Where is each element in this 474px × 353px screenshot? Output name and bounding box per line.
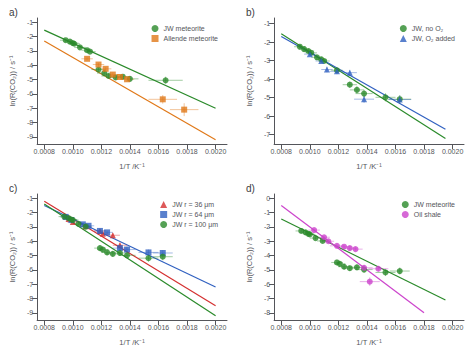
svg-text:-1: -1	[27, 195, 33, 202]
svg-text:-8: -8	[27, 295, 33, 302]
svg-text:-5: -5	[27, 76, 33, 83]
svg-text:d): d)	[246, 183, 255, 194]
svg-text:1/T /K⁻¹: 1/T /K⁻¹	[119, 338, 145, 347]
svg-text:0.0012: 0.0012	[91, 324, 113, 331]
svg-text:0.0016: 0.0016	[148, 324, 170, 331]
svg-text:0.0010: 0.0010	[62, 148, 84, 155]
svg-text:-1: -1	[27, 19, 33, 26]
svg-text:0.0018: 0.0018	[413, 324, 435, 331]
svg-text:0.0016: 0.0016	[385, 148, 407, 155]
svg-text:0.0014: 0.0014	[356, 148, 378, 155]
svg-text:0.0016: 0.0016	[385, 324, 407, 331]
svg-text:-4: -4	[27, 238, 33, 245]
svg-text:0.0008: 0.0008	[34, 148, 56, 155]
svg-text:JW meteorite: JW meteorite	[414, 201, 455, 208]
svg-text:0.0014: 0.0014	[119, 148, 141, 155]
svg-text:-4: -4	[264, 76, 270, 83]
svg-text:0.0020: 0.0020	[205, 324, 227, 331]
svg-text:-3: -3	[264, 238, 270, 245]
svg-text:ln(R(CO₂)) / s⁻¹: ln(R(CO₂)) / s⁻¹	[245, 231, 254, 282]
svg-text:ln(R(CO₂)) / s⁻¹: ln(R(CO₂)) / s⁻¹	[8, 55, 17, 106]
svg-text:-3: -3	[27, 47, 33, 54]
svg-text:0.0008: 0.0008	[271, 324, 293, 331]
svg-text:-6: -6	[27, 90, 33, 97]
svg-text:-7: -7	[27, 281, 33, 288]
svg-text:0.0018: 0.0018	[413, 148, 435, 155]
svg-text:0.0014: 0.0014	[119, 324, 141, 331]
svg-text:-1: -1	[264, 209, 270, 216]
svg-text:ln(R(CO₂)) / s⁻¹: ln(R(CO₂)) / s⁻¹	[245, 55, 254, 106]
svg-text:0.0010: 0.0010	[62, 324, 84, 331]
svg-text:-2: -2	[264, 223, 270, 230]
svg-text:c): c)	[9, 183, 17, 194]
svg-text:0.0010: 0.0010	[299, 148, 321, 155]
svg-text:0.0008: 0.0008	[34, 324, 56, 331]
svg-text:-8: -8	[27, 119, 33, 126]
svg-text:-2: -2	[264, 39, 270, 46]
svg-text:0.0020: 0.0020	[442, 324, 464, 331]
svg-text:b): b)	[246, 7, 255, 18]
svg-text:1/T /K⁻¹: 1/T /K⁻¹	[356, 338, 382, 347]
svg-text:0.0020: 0.0020	[442, 148, 464, 155]
svg-text:1/T /K⁻¹: 1/T /K⁻¹	[356, 162, 382, 171]
svg-text:0: 0	[266, 195, 270, 202]
svg-text:-3: -3	[27, 223, 33, 230]
svg-text:-5: -5	[264, 94, 270, 101]
svg-text:-7: -7	[27, 105, 33, 112]
svg-text:-6: -6	[264, 113, 270, 120]
svg-text:-2: -2	[27, 209, 33, 216]
svg-text:1/T /K⁻¹: 1/T /K⁻¹	[119, 162, 145, 171]
svg-text:JW r = 36 μm: JW r = 36 μm	[172, 201, 214, 209]
svg-text:Allende meteorite: Allende meteorite	[164, 35, 219, 42]
svg-text:0.0012: 0.0012	[328, 148, 350, 155]
svg-text:-5: -5	[27, 252, 33, 259]
svg-text:-6: -6	[264, 281, 270, 288]
svg-text:0.0014: 0.0014	[356, 324, 378, 331]
svg-text:JW r = 64 μm: JW r = 64 μm	[172, 211, 214, 219]
svg-text:JW, O₂ added: JW, O₂ added	[412, 35, 455, 42]
svg-text:0.0012: 0.0012	[328, 324, 350, 331]
svg-text:0.0020: 0.0020	[205, 148, 227, 155]
svg-text:0.0016: 0.0016	[148, 148, 170, 155]
svg-text:-8: -8	[264, 309, 270, 316]
svg-text:JW, no O₂: JW, no O₂	[412, 25, 444, 32]
svg-text:-6: -6	[27, 266, 33, 273]
svg-text:-7: -7	[264, 295, 270, 302]
svg-text:-4: -4	[27, 62, 33, 69]
svg-text:-4: -4	[264, 252, 270, 259]
svg-text:-5: -5	[264, 266, 270, 273]
svg-text:-2: -2	[27, 33, 33, 40]
svg-text:0.0018: 0.0018	[176, 324, 198, 331]
svg-text:JW r = 100 μm: JW r = 100 μm	[172, 221, 218, 229]
svg-text:Oil shale: Oil shale	[414, 211, 441, 218]
svg-text:0.0018: 0.0018	[176, 148, 198, 155]
svg-text:a): a)	[9, 7, 18, 18]
svg-text:-9: -9	[27, 309, 33, 316]
svg-text:JW meteorite: JW meteorite	[164, 25, 205, 32]
svg-text:0.0010: 0.0010	[299, 324, 321, 331]
svg-text:-3: -3	[264, 57, 270, 64]
svg-text:-1: -1	[264, 20, 270, 27]
svg-text:-7: -7	[264, 131, 270, 138]
svg-text:0.0008: 0.0008	[271, 148, 293, 155]
svg-text:ln(R(CO₂)) / s⁻¹: ln(R(CO₂)) / s⁻¹	[8, 231, 17, 282]
svg-text:0.0012: 0.0012	[91, 148, 113, 155]
svg-text:-9: -9	[27, 133, 33, 140]
